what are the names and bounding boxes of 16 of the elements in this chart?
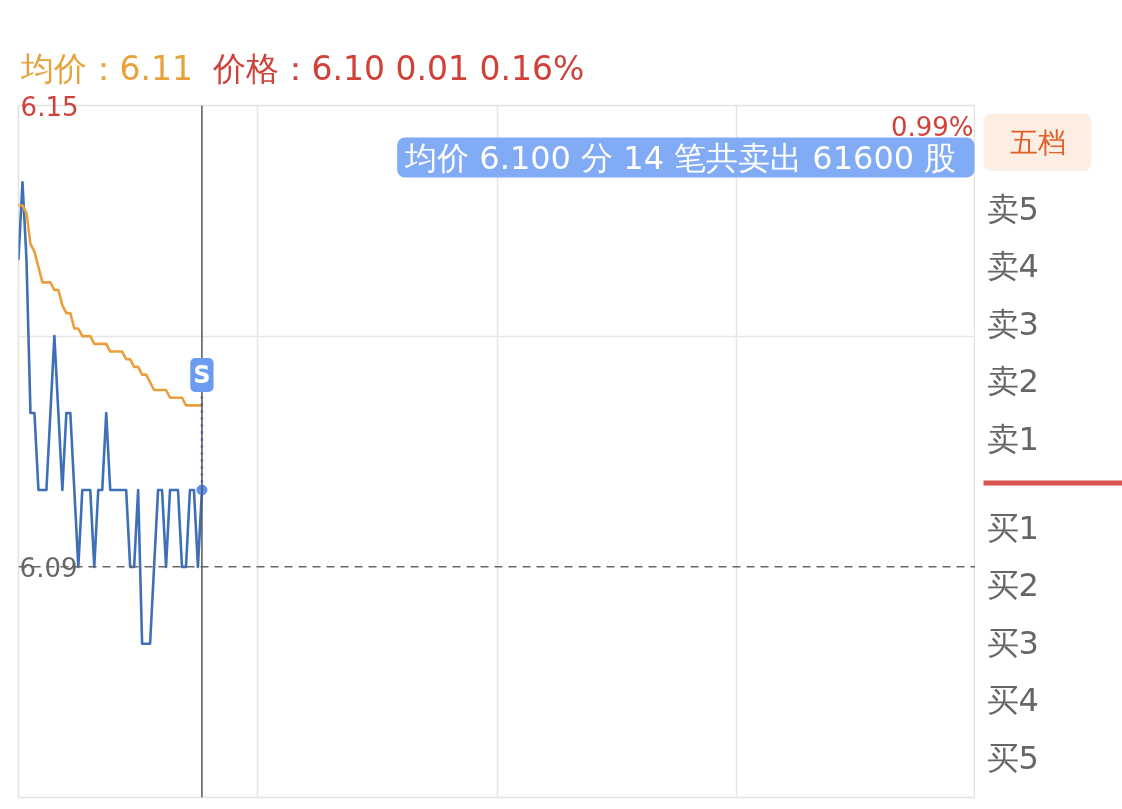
text: 买5 (986, 738, 1039, 777)
chart-title: 均价：6.11 (19, 49, 193, 88)
text: 买3 (986, 623, 1039, 662)
text: 卖5 (986, 189, 1039, 228)
text: 卖3 (986, 304, 1039, 343)
text: 买4 (986, 681, 1039, 719)
text: 卖4 (986, 247, 1039, 285)
y-tick-label: 6.15 (20, 91, 79, 122)
text: 卖2 (986, 362, 1039, 400)
annotation: S (193, 360, 211, 389)
text: 买2 (986, 566, 1039, 604)
text: 买1 (986, 508, 1039, 547)
text: 五档 (1009, 126, 1066, 159)
chart-subtitle: 价格：6.10 0.01 0.16% (211, 49, 585, 88)
y-tick-label: 6.09 (19, 552, 78, 583)
text: 卖1 (986, 419, 1039, 458)
